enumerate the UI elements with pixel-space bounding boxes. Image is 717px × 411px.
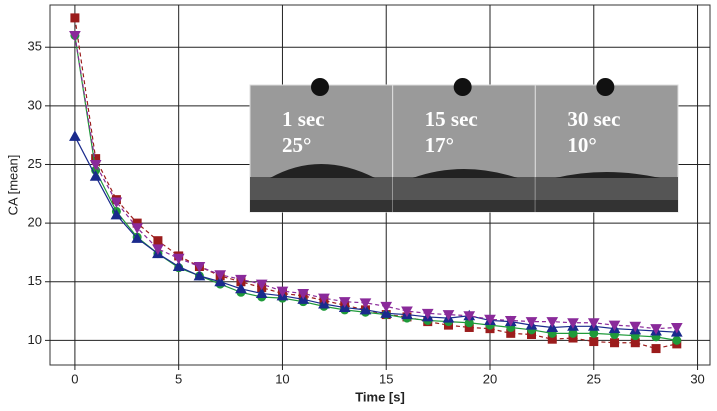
series-layer xyxy=(69,13,683,354)
marker xyxy=(297,288,310,300)
marker xyxy=(214,270,227,281)
marker xyxy=(504,315,517,327)
y-tick-label: 20 xyxy=(28,215,42,230)
marker xyxy=(255,279,268,291)
photo-base xyxy=(250,200,393,212)
x-axis-label: Time [s] xyxy=(355,389,405,404)
marker xyxy=(442,310,455,321)
marker xyxy=(484,314,496,326)
marker xyxy=(193,269,206,281)
x-tick-label: 0 xyxy=(71,371,78,386)
marker xyxy=(380,301,393,313)
inset-angle: 10° xyxy=(567,133,596,157)
droplet xyxy=(555,172,661,178)
droplet xyxy=(270,164,375,178)
marker xyxy=(172,260,185,271)
marker xyxy=(276,286,289,298)
inset-time: 15 sec xyxy=(425,107,478,131)
marker xyxy=(235,282,247,294)
marker xyxy=(110,197,123,209)
x-tick-label: 5 xyxy=(175,371,182,386)
x-tick-label: 20 xyxy=(483,371,497,386)
marker xyxy=(131,232,144,243)
marker xyxy=(610,338,620,348)
marker xyxy=(567,318,579,329)
marker xyxy=(338,297,351,308)
marker xyxy=(401,306,413,318)
marker xyxy=(670,322,683,334)
marker xyxy=(463,311,476,322)
droplet xyxy=(412,169,518,178)
marker xyxy=(131,223,144,234)
photo-base xyxy=(535,200,678,212)
inset-time: 1 sec xyxy=(282,107,325,131)
marker xyxy=(629,321,642,333)
marker xyxy=(255,287,268,298)
needle-tip xyxy=(311,78,329,96)
marker xyxy=(672,335,682,345)
x-tick-label: 15 xyxy=(379,371,393,386)
needle-tip xyxy=(596,78,615,96)
marker xyxy=(650,324,662,335)
marker xyxy=(525,317,538,328)
inset-angle: 25° xyxy=(282,133,311,157)
marker xyxy=(70,13,80,23)
x-tick-label: 10 xyxy=(275,371,289,386)
y-axis-label: CA [mean] xyxy=(5,155,20,216)
marker xyxy=(172,253,185,265)
marker xyxy=(69,130,81,141)
y-tick-label: 25 xyxy=(28,156,42,171)
x-tick-label: 25 xyxy=(587,371,601,386)
marker xyxy=(235,274,247,286)
marker xyxy=(193,261,206,273)
marker xyxy=(359,298,372,309)
marker xyxy=(318,293,330,305)
y-tick-label: 30 xyxy=(28,97,42,112)
inset-time: 30 sec xyxy=(567,107,620,131)
marker xyxy=(380,307,393,318)
marker xyxy=(152,244,164,255)
photo-base xyxy=(392,200,536,212)
y-tick-label: 15 xyxy=(28,273,42,288)
marker xyxy=(589,337,599,347)
marker xyxy=(69,30,81,42)
series-line xyxy=(74,136,677,333)
marker xyxy=(546,317,559,328)
y-tick-label: 10 xyxy=(28,332,42,347)
needle-tip xyxy=(453,78,472,96)
marker xyxy=(89,159,102,171)
y-tick-label: 35 xyxy=(28,39,42,54)
marker xyxy=(651,344,661,354)
marker xyxy=(608,320,621,332)
marker xyxy=(153,236,163,246)
marker xyxy=(587,318,600,329)
marker xyxy=(421,308,434,320)
x-tick-label: 30 xyxy=(690,371,704,386)
inset-angle: 17° xyxy=(425,133,454,157)
marker xyxy=(110,208,123,220)
marker xyxy=(89,170,102,181)
marker xyxy=(214,275,227,287)
marker xyxy=(359,303,372,315)
